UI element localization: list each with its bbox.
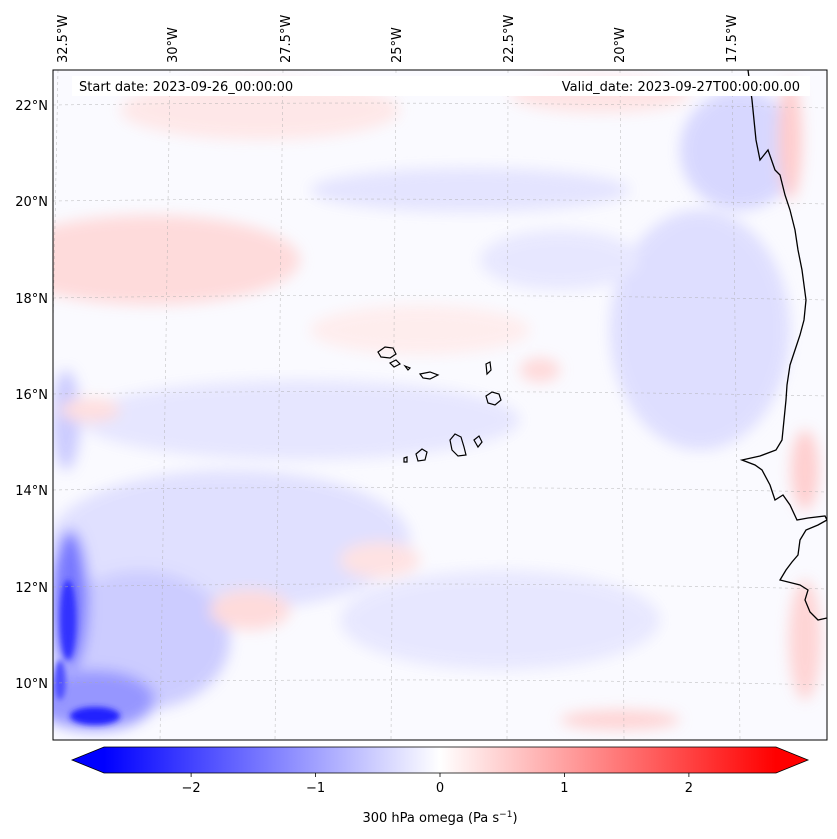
info-banner	[72, 76, 810, 96]
lat-label: 16°N	[15, 388, 48, 403]
colorbar-label-sup: −1	[499, 810, 512, 820]
longitude-labels: 32.5°W 30°W 27.5°W 25°W 22.5°W 20°W 17.5…	[56, 15, 740, 63]
island-sao-nicolau	[418, 371, 440, 380]
island-brava	[403, 456, 408, 463]
island-fogo	[415, 448, 428, 462]
lat-label: 10°N	[15, 677, 48, 692]
lat-label: 12°N	[15, 581, 48, 596]
colorbar-label-end: )	[512, 811, 517, 826]
colorbar-label-main: 300 hPa omega (Pa s	[362, 811, 499, 826]
lon-label: 25°W	[390, 27, 405, 63]
island-sao-vicente	[388, 359, 402, 368]
colorbar-ticks: −2 −1 0 1 2	[182, 773, 693, 796]
island-santo-antao	[377, 346, 397, 359]
colorbar-tick-label: −1	[306, 781, 325, 796]
lon-label: 17.5°W	[725, 15, 740, 63]
valid-date-label: Valid_date: 2023-09-27T00:00:00.00	[562, 80, 800, 95]
lon-label: 20°W	[613, 27, 628, 63]
colorbar-tick-label: 0	[436, 781, 444, 796]
colorbar-tick-label: 2	[685, 781, 693, 796]
start-date-label: Start date: 2023-09-26_00:00:00	[79, 80, 293, 95]
cape-verde-islands	[377, 346, 502, 463]
island-santa-luzia	[403, 364, 412, 371]
lat-label: 22°N	[15, 99, 48, 114]
colorbar: −2 −1 0 1 2 300 hPa omega (Pa s−1)	[70, 746, 810, 826]
colorbar-min-arrow	[72, 747, 104, 773]
island-santiago	[449, 433, 467, 457]
lon-label: 27.5°W	[279, 15, 294, 63]
colorbar-tick-label: −2	[182, 781, 201, 796]
map-frame	[52, 69, 828, 741]
latitude-labels: 22°N 20°N 18°N 16°N 14°N 12°N 10°N	[15, 99, 48, 692]
coastline-africa	[739, 70, 827, 621]
colorbar-tick-label: 1	[560, 781, 568, 796]
lon-label: 22.5°W	[502, 15, 517, 63]
island-boa-vista	[485, 391, 502, 406]
lat-label: 18°N	[15, 292, 48, 307]
colorbar-body	[104, 747, 776, 773]
colorbar-outline	[70, 746, 810, 774]
lat-label: 20°N	[15, 195, 48, 210]
island-sal	[485, 361, 492, 376]
lat-label: 14°N	[15, 484, 48, 499]
graticule	[53, 70, 827, 740]
lon-label: 32.5°W	[56, 15, 71, 63]
island-maio	[473, 435, 483, 449]
lon-label: 30°W	[166, 27, 181, 63]
omega-field: Start date: 2023-09-26_00:00:00 Valid_da…	[53, 70, 827, 740]
colorbar-label: 300 hPa omega (Pa s−1)	[362, 810, 517, 826]
colorbar-max-arrow	[776, 747, 808, 773]
